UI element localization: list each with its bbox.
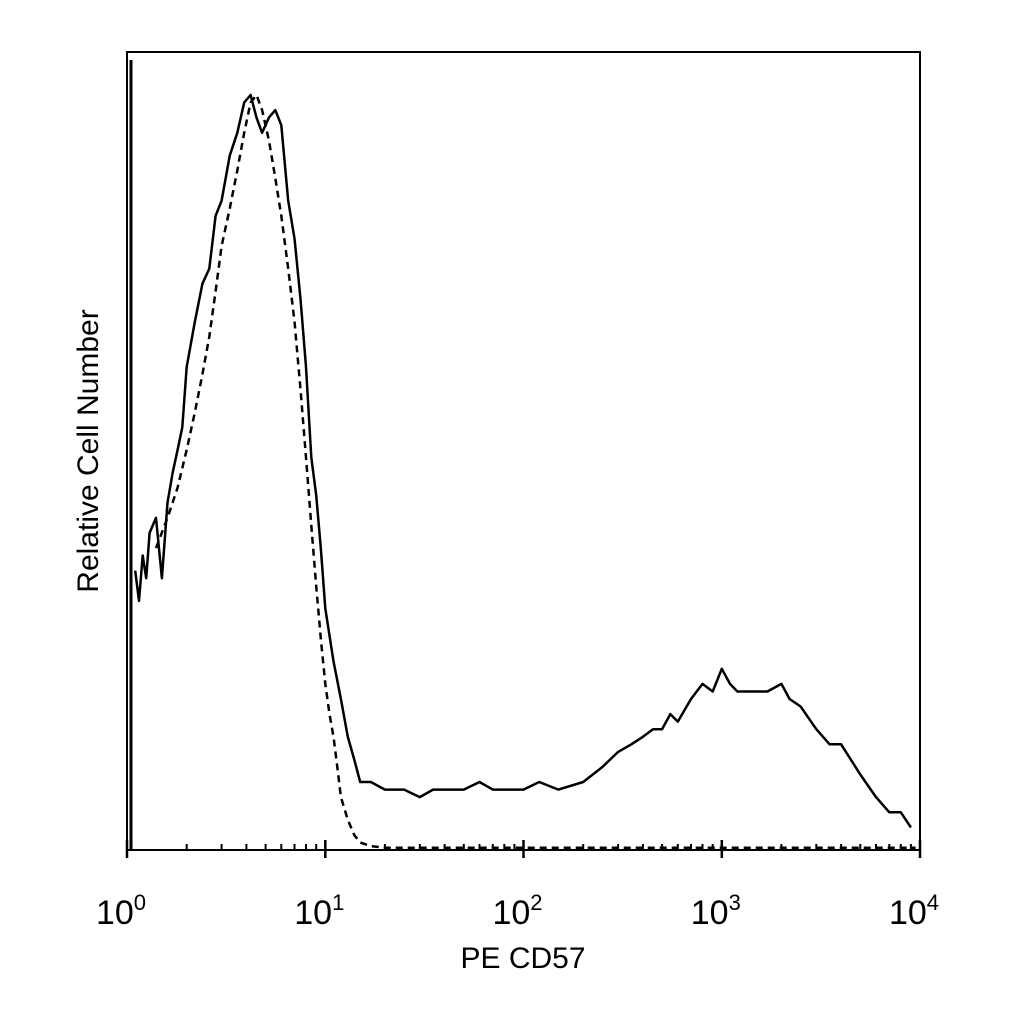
x-tick-label: 103 (691, 890, 741, 932)
x-tick-label-exponent: 2 (530, 890, 542, 915)
x-tick-label-base: 10 (691, 894, 729, 932)
x-tick-label: 100 (96, 890, 146, 932)
plot-frame (126, 51, 921, 851)
x-tick-label-exponent: 0 (134, 890, 146, 915)
x-axis-title: PE CD57 (460, 942, 585, 975)
series-line-dashed (154, 93, 916, 849)
x-tick-label: 101 (294, 890, 344, 932)
y-axis-title: Relative Cell Number (72, 309, 105, 592)
x-tick-label-base: 10 (96, 894, 134, 932)
series-line-solid (133, 93, 912, 829)
x-tick-label-exponent: 1 (332, 890, 344, 915)
series-layer (133, 93, 916, 849)
x-tick-label-base: 10 (889, 894, 927, 932)
x-tick-label-exponent: 4 (927, 890, 939, 915)
x-tick-label-base: 10 (294, 894, 332, 932)
x-axis-tick-labels: 100 101 102 103 104 (96, 890, 939, 932)
x-tick-label: 104 (889, 890, 939, 932)
x-axis-ticks (125, 840, 922, 858)
x-tick-label-exponent: 3 (729, 890, 741, 915)
x-tick-label-base: 10 (492, 894, 530, 932)
x-tick-label: 102 (492, 890, 542, 932)
